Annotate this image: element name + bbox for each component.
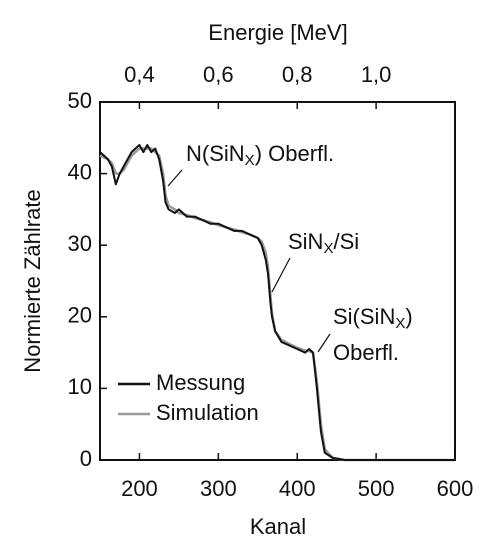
annotation-subscript: X [323,240,333,257]
plot-frame [99,101,456,461]
series-line [99,144,455,461]
annotation-subscript: X [245,152,255,169]
annotation-text: Si(SiN [333,304,395,329]
x-tick-label: 200 [121,476,158,501]
annotation: Si(SiNX) [333,304,413,332]
annotation-text: ) [405,304,412,329]
x2-tick-label: 0,6 [203,62,234,87]
annotation-leader [167,169,183,187]
x2-tick-label: 1,0 [361,62,392,87]
x-tick-label: 500 [358,476,395,501]
x-tick-label: 300 [200,476,237,501]
annotation: SiNX/Si [288,229,359,257]
annotation-text: ) Oberfl. [255,141,334,166]
y-tick-label: 30 [68,231,92,256]
series-line [99,147,455,462]
y-tick-label: 20 [68,303,92,328]
legend-label: Messung [156,370,245,395]
top-axis-title: Energie [MeV] [208,20,347,45]
y-tick-label: 50 [68,88,92,113]
y-tick-label: 10 [68,374,92,399]
x-tick-label: 400 [279,476,316,501]
y-tick-label: 0 [80,446,92,471]
annotation-subscript: X [395,315,405,332]
annotation-text: Oberfl. [333,340,399,365]
annotation-leader [317,333,331,353]
x2-tick-label: 0,4 [124,62,155,87]
legend-label: Simulation [156,400,259,425]
x-axis-title: Kanal [250,514,306,539]
annotation-leader [271,257,291,293]
annotation-text: N(SiN [186,141,245,166]
y-axis-title: Normierte Zählrate [20,189,45,372]
x-tick-label: 600 [437,476,474,501]
annotation-text: /Si [333,229,359,254]
annotation: Oberfl. [333,340,399,365]
x2-tick-label: 0,8 [282,62,313,87]
y-tick-label: 40 [68,159,92,184]
annotation-text: SiN [288,229,323,254]
annotation: N(SiNX) Oberfl. [186,141,334,169]
